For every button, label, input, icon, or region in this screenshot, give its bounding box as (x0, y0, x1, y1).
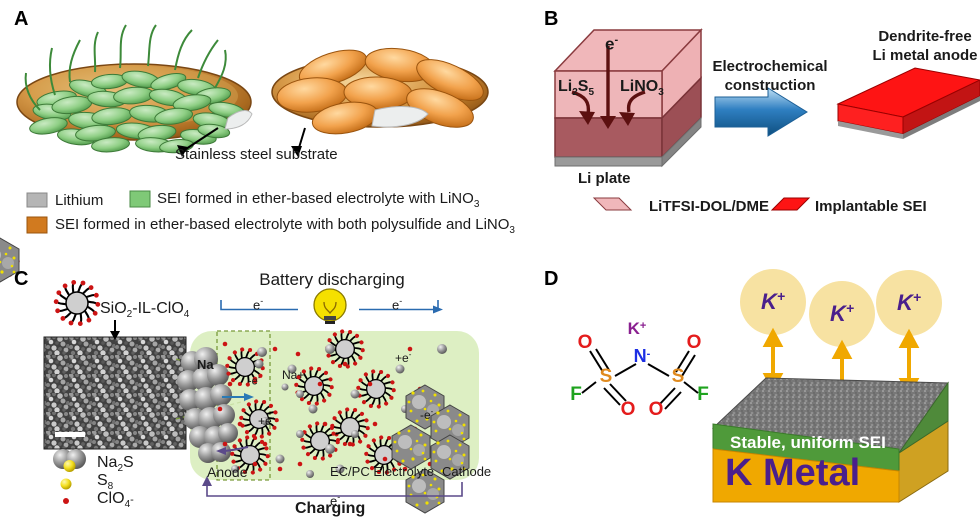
svg-text:O: O (578, 332, 593, 353)
svg-text:O: O (687, 332, 702, 353)
svg-text:O: O (649, 399, 664, 420)
svg-text:F: F (697, 384, 709, 405)
svg-text:S: S (600, 366, 613, 387)
svg-text:F: F (570, 384, 582, 405)
svg-text:N-: N- (634, 346, 651, 366)
svg-text:K+: K+ (628, 319, 647, 338)
svg-text:O: O (621, 399, 636, 420)
svg-text:S: S (672, 366, 685, 387)
